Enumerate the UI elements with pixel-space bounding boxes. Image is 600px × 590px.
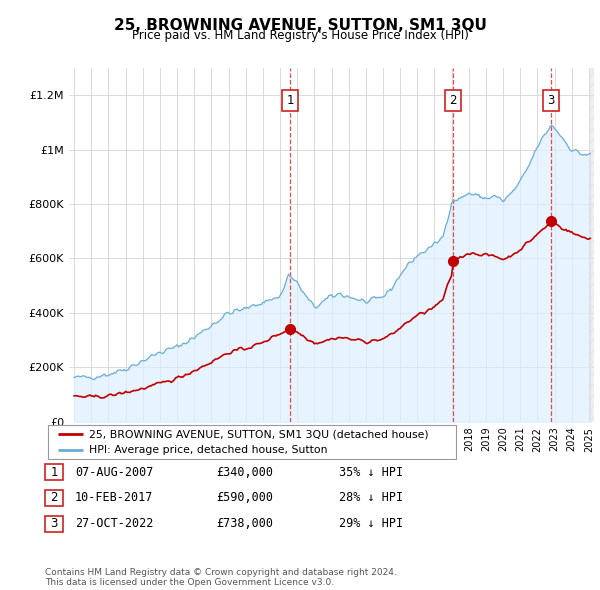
Text: 10-FEB-2017: 10-FEB-2017	[75, 491, 154, 504]
Text: 3: 3	[50, 517, 58, 530]
Bar	[589, 68, 598, 422]
Text: 2: 2	[50, 491, 58, 504]
Text: £340,000: £340,000	[216, 466, 273, 478]
FancyBboxPatch shape	[45, 464, 63, 480]
Text: 3: 3	[547, 94, 555, 107]
Text: 28% ↓ HPI: 28% ↓ HPI	[339, 491, 403, 504]
FancyBboxPatch shape	[45, 516, 63, 532]
Text: 25, BROWNING AVENUE, SUTTON, SM1 3QU (detached house): 25, BROWNING AVENUE, SUTTON, SM1 3QU (de…	[89, 430, 428, 440]
Text: £738,000: £738,000	[216, 517, 273, 530]
Text: 2: 2	[449, 94, 457, 107]
Text: Price paid vs. HM Land Registry's House Price Index (HPI): Price paid vs. HM Land Registry's House …	[131, 30, 469, 42]
Text: 29% ↓ HPI: 29% ↓ HPI	[339, 517, 403, 530]
Text: Contains HM Land Registry data © Crown copyright and database right 2024.
This d: Contains HM Land Registry data © Crown c…	[45, 568, 397, 587]
FancyBboxPatch shape	[48, 425, 456, 459]
Text: 1: 1	[287, 94, 294, 107]
Text: 25, BROWNING AVENUE, SUTTON, SM1 3QU: 25, BROWNING AVENUE, SUTTON, SM1 3QU	[113, 18, 487, 32]
Text: HPI: Average price, detached house, Sutton: HPI: Average price, detached house, Sutt…	[89, 445, 328, 455]
Text: 07-AUG-2007: 07-AUG-2007	[75, 466, 154, 478]
FancyBboxPatch shape	[45, 490, 63, 506]
Text: 1: 1	[50, 466, 58, 478]
Text: 27-OCT-2022: 27-OCT-2022	[75, 517, 154, 530]
Text: 35% ↓ HPI: 35% ↓ HPI	[339, 466, 403, 478]
Text: £590,000: £590,000	[216, 491, 273, 504]
